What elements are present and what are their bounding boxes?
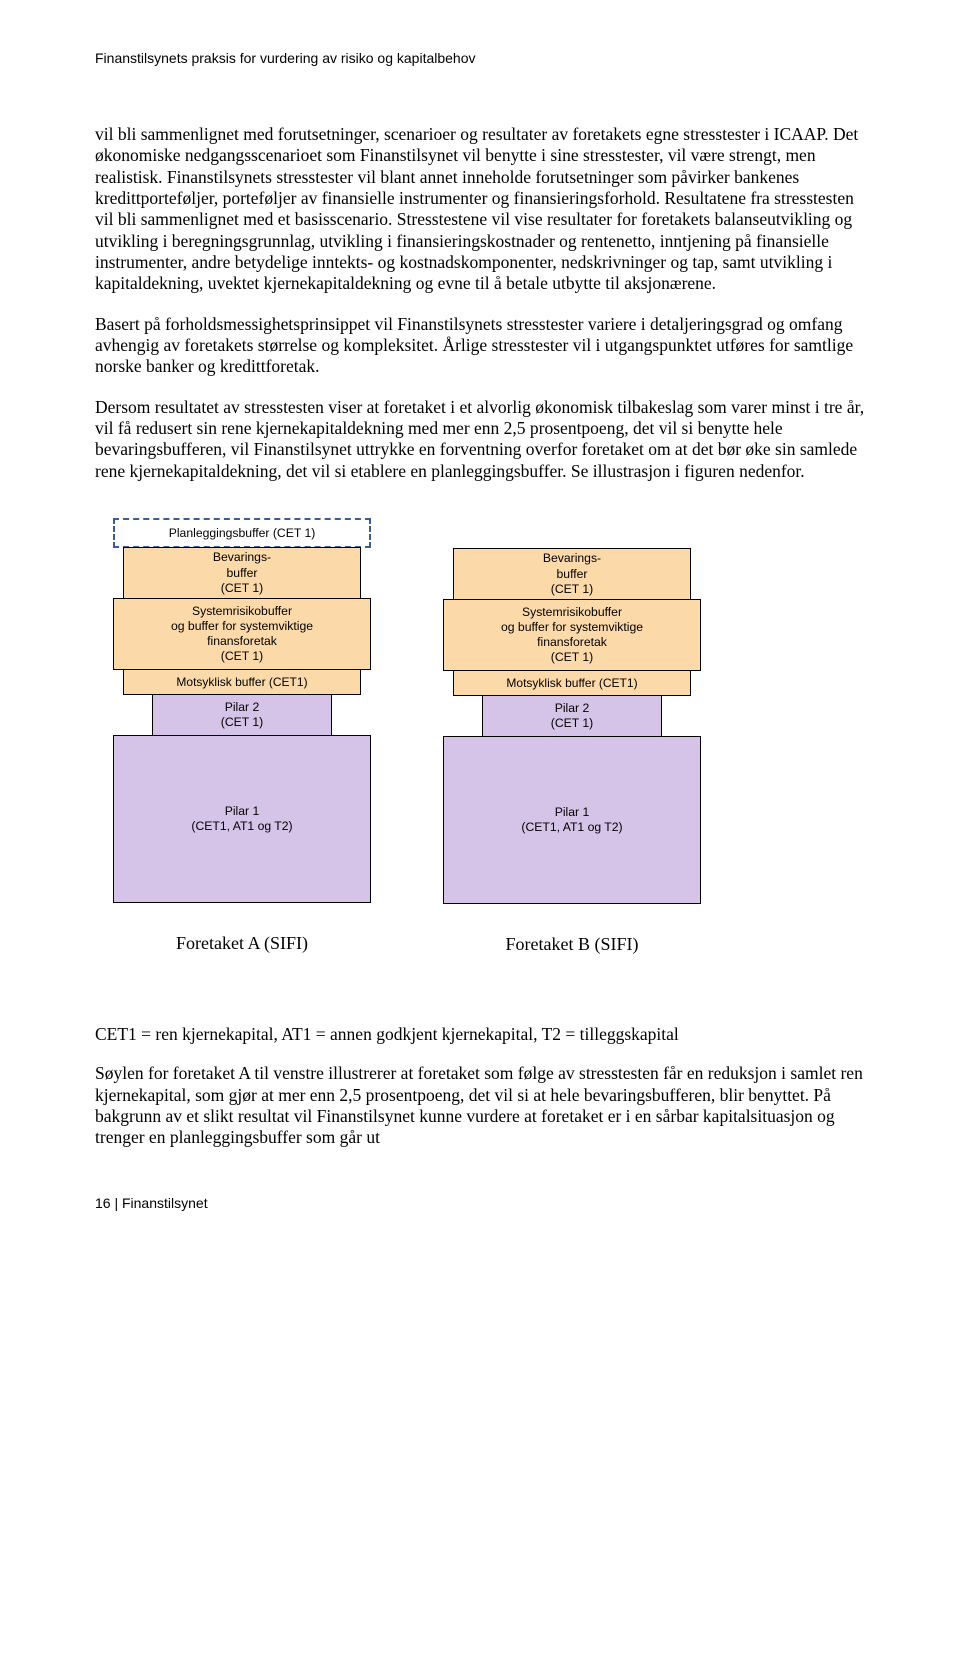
- column-b-spacer: [443, 518, 701, 548]
- system-line1-a: Systemrisikobuffer: [192, 604, 292, 619]
- systemrisiko-box-a: Systemrisikobuffer og buffer for systemv…: [113, 598, 371, 670]
- chart-column-a: Planleggingsbuffer (CET 1) Bevarings- bu…: [113, 518, 371, 954]
- body-text-block-2: Søylen for foretaket A til venstre illus…: [95, 1063, 865, 1148]
- pilar1-line1-a: Pilar 1: [225, 804, 260, 819]
- pilar2-line2-b: (CET 1): [551, 716, 593, 731]
- system-line4-a: (CET 1): [221, 649, 263, 664]
- pilar1-box-a: Pilar 1 (CET1, AT1 og T2): [113, 735, 371, 903]
- bevarings-line2-a: buffer: [227, 566, 258, 581]
- system-line2-a: og buffer for systemviktige: [171, 619, 313, 634]
- bevarings-line1-a: Bevarings-: [213, 550, 271, 565]
- system-line1-b: Systemrisikobuffer: [522, 605, 622, 620]
- column-a-caption: Foretaket A (SIFI): [113, 933, 371, 954]
- motsyklisk-label-b: Motsyklisk buffer (CET1): [506, 676, 637, 691]
- pilar2-line2-a: (CET 1): [221, 715, 263, 730]
- pilar2-box-a: Pilar 2 (CET 1): [152, 694, 333, 736]
- motsyklisk-box-a: Motsyklisk buffer (CET1): [123, 669, 360, 695]
- document-page: Finanstilsynets praksis for vurdering av…: [0, 0, 960, 1251]
- paragraph-3: Dersom resultatet av stresstesten viser …: [95, 397, 865, 482]
- planning-buffer-label: Planleggingsbuffer (CET 1): [169, 526, 316, 541]
- systemrisiko-box-b: Systemrisikobuffer og buffer for systemv…: [443, 599, 701, 671]
- pilar1-line1-b: Pilar 1: [555, 805, 590, 820]
- chart-column-b: Bevarings- buffer (CET 1) Systemrisikobu…: [443, 518, 701, 955]
- bevarings-line1-b: Bevarings-: [543, 551, 601, 566]
- bevarings-buffer-box-a: Bevarings- buffer (CET 1): [123, 547, 360, 599]
- system-line2-b: og buffer for systemviktige: [501, 620, 643, 635]
- bevarings-line3-b: (CET 1): [551, 582, 593, 597]
- system-line4-b: (CET 1): [551, 650, 593, 665]
- page-header: Finanstilsynets praksis for vurdering av…: [95, 50, 865, 66]
- system-line3-a: finansforetak: [207, 634, 277, 649]
- system-line3-b: finansforetak: [537, 635, 607, 650]
- motsyklisk-box-b: Motsyklisk buffer (CET1): [453, 670, 690, 696]
- pilar1-line2-a: (CET1, AT1 og T2): [191, 819, 292, 834]
- chart-legend: CET1 = ren kjernekapital, AT1 = annen go…: [95, 1024, 865, 1045]
- bevarings-line3-a: (CET 1): [221, 581, 263, 596]
- planning-buffer-box: Planleggingsbuffer (CET 1): [113, 518, 371, 548]
- bevarings-line2-b: buffer: [557, 567, 588, 582]
- pilar2-line1-a: Pilar 2: [225, 700, 260, 715]
- body-text-block: vil bli sammenlignet med forutsetninger,…: [95, 124, 865, 482]
- motsyklisk-label-a: Motsyklisk buffer (CET1): [176, 675, 307, 690]
- paragraph-2: Basert på forholdsmessighetsprinsippet v…: [95, 314, 865, 378]
- paragraph-1: vil bli sammenlignet med forutsetninger,…: [95, 124, 865, 295]
- paragraph-4: Søylen for foretaket A til venstre illus…: [95, 1063, 865, 1148]
- bevarings-buffer-box-b: Bevarings- buffer (CET 1): [453, 548, 690, 600]
- pilar1-line2-b: (CET1, AT1 og T2): [521, 820, 622, 835]
- pilar1-box-b: Pilar 1 (CET1, AT1 og T2): [443, 736, 701, 904]
- capital-stack-chart: Planleggingsbuffer (CET 1) Bevarings- bu…: [95, 518, 865, 988]
- column-b-caption: Foretaket B (SIFI): [443, 934, 701, 955]
- pilar2-box-b: Pilar 2 (CET 1): [482, 695, 663, 737]
- pilar2-line1-b: Pilar 2: [555, 701, 590, 716]
- page-footer: 16 | Finanstilsynet: [95, 1195, 865, 1211]
